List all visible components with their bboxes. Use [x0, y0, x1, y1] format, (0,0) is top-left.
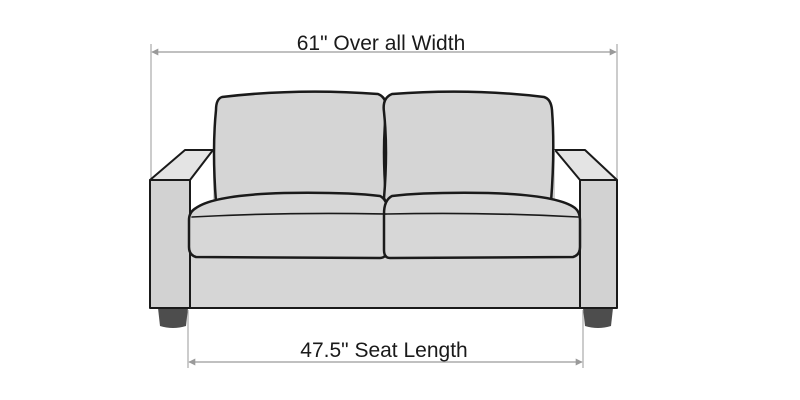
sofa-leg-left: [158, 308, 188, 328]
overall-width-dimension: 61" Over all Width: [150, 26, 618, 300]
back-cushion-right: [382, 90, 555, 205]
sofa-leg-right: [583, 308, 613, 328]
seat-length-dimension: 47.5" Seat Length: [187, 310, 584, 368]
back-cushion-left: [212, 90, 388, 205]
sofa-arm-left: [149, 149, 214, 309]
seat-length-label: 47.5" Seat Length: [300, 339, 467, 362]
sofa-base: [189, 249, 581, 309]
sofa-arm-right: [554, 149, 618, 309]
seat-cushion-right: [382, 191, 582, 260]
seat-cushion-left: [187, 191, 390, 260]
overall-width-label: 61" Over all Width: [297, 32, 466, 55]
sofa-illustration: [149, 90, 618, 328]
